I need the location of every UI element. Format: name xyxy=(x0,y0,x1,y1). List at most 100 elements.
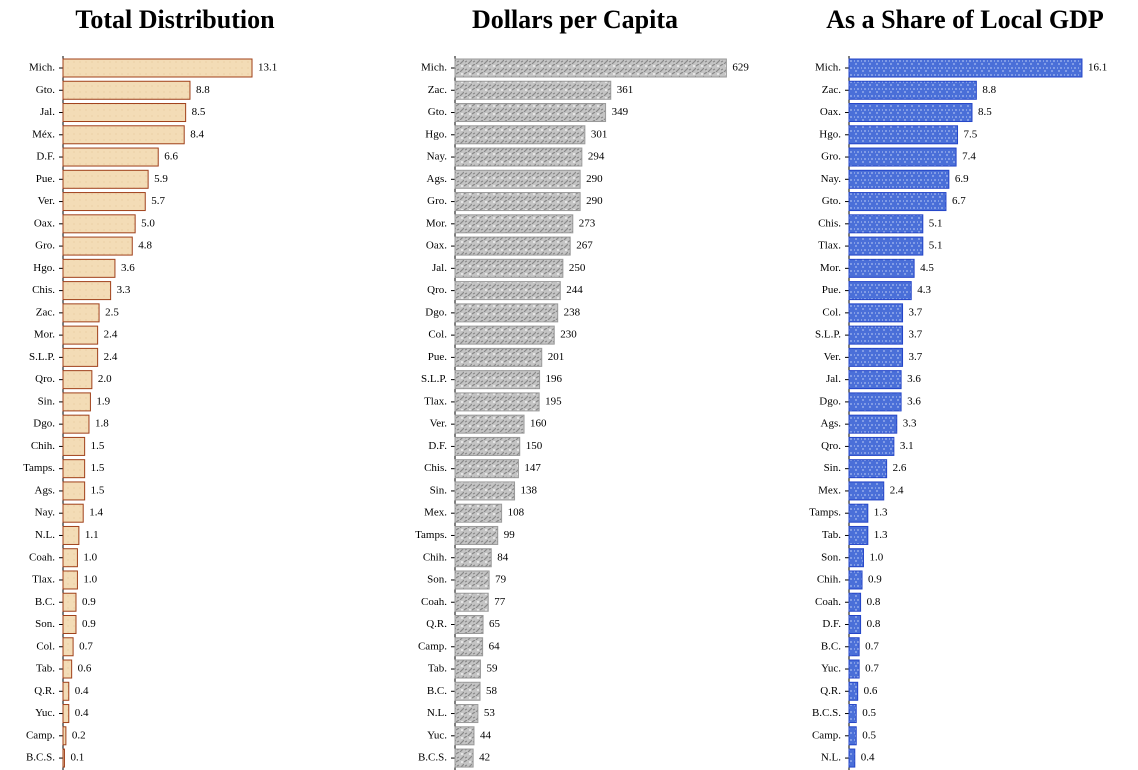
y-tick-label: Chih. xyxy=(817,574,841,586)
bar xyxy=(454,414,525,434)
bar xyxy=(848,570,863,590)
y-tick-label: Gro. xyxy=(821,151,841,163)
bar xyxy=(848,459,888,479)
bar xyxy=(848,58,1083,78)
bar xyxy=(62,392,91,412)
value-label: 147 xyxy=(524,462,541,474)
bar xyxy=(848,169,950,189)
bar xyxy=(848,258,915,278)
value-label: 361 xyxy=(617,84,634,96)
bar xyxy=(848,147,957,167)
bar xyxy=(62,303,100,323)
y-tick-label: Chis. xyxy=(424,462,447,474)
y-tick-label: Tlax. xyxy=(32,574,55,586)
bar xyxy=(848,325,904,345)
value-label: 5.9 xyxy=(154,173,168,185)
bar xyxy=(62,325,99,345)
bar xyxy=(848,214,924,234)
value-label: 4.8 xyxy=(138,240,152,252)
value-label: 1.0 xyxy=(83,551,97,563)
y-tick-label: Nay. xyxy=(35,507,56,519)
value-label: 201 xyxy=(548,351,565,363)
value-label: 230 xyxy=(560,329,577,341)
value-label: 0.7 xyxy=(865,640,879,652)
bar xyxy=(454,615,484,634)
value-label: 77 xyxy=(494,596,506,608)
y-tick-label: Tab. xyxy=(36,663,55,675)
value-label: 53 xyxy=(484,707,496,719)
value-label: 1.5 xyxy=(91,484,105,496)
y-tick-label: Chis. xyxy=(32,284,55,296)
y-tick-label: Ags. xyxy=(821,418,842,430)
bar xyxy=(62,370,93,390)
bar xyxy=(62,503,84,523)
y-tick-label: Coah. xyxy=(29,551,55,563)
value-label: 5.0 xyxy=(141,217,155,229)
y-tick-label: Mich. xyxy=(815,62,841,74)
bar xyxy=(62,659,73,679)
bar xyxy=(62,125,185,145)
value-label: 13.1 xyxy=(258,62,277,74)
bar xyxy=(454,681,481,701)
value-label: 0.7 xyxy=(865,663,879,675)
value-label: 1.9 xyxy=(96,395,110,407)
bar xyxy=(62,236,133,256)
bar xyxy=(848,481,885,501)
bar xyxy=(454,147,583,167)
y-tick-label: Yuc. xyxy=(35,707,55,719)
y-tick-label: Ver. xyxy=(38,195,56,207)
bar xyxy=(454,325,555,345)
y-tick-label: Mich. xyxy=(29,62,55,74)
value-label: 0.4 xyxy=(75,707,89,719)
value-label: 8.8 xyxy=(196,84,210,96)
bar xyxy=(848,125,959,145)
y-tick-label: Oax. xyxy=(820,106,841,118)
bar xyxy=(62,615,77,634)
y-tick-label: B.C.S. xyxy=(418,752,447,764)
y-tick-label: B.C.S. xyxy=(26,752,55,764)
value-label: 3.7 xyxy=(909,306,923,318)
bar xyxy=(62,704,70,724)
y-tick-label: Oax. xyxy=(426,240,447,252)
y-tick-label: Gro. xyxy=(427,195,447,207)
value-label: 238 xyxy=(564,306,581,318)
y-tick-label: D.F. xyxy=(428,440,447,452)
bar xyxy=(848,436,895,456)
value-label: 108 xyxy=(508,507,525,519)
y-tick-label: N.L. xyxy=(35,529,55,541)
bar xyxy=(848,392,902,412)
y-tick-label: Ver. xyxy=(430,418,448,430)
y-tick-label: Hgo. xyxy=(425,128,447,140)
value-label: 1.3 xyxy=(874,507,888,519)
bar xyxy=(62,414,90,434)
value-label: 1.5 xyxy=(91,440,105,452)
y-tick-label: Ags. xyxy=(35,484,56,496)
value-label: 5.1 xyxy=(929,217,943,229)
value-label: 7.4 xyxy=(962,151,976,163)
y-tick-label: Q.R. xyxy=(820,685,841,697)
bar xyxy=(62,80,191,100)
bar xyxy=(62,681,70,701)
y-tick-label: Qro. xyxy=(35,373,55,385)
bar xyxy=(454,103,607,123)
value-label: 2.4 xyxy=(890,484,904,496)
bar xyxy=(454,659,481,679)
bar xyxy=(848,525,869,545)
value-label: 2.6 xyxy=(893,462,907,474)
y-tick-label: Pue. xyxy=(428,351,448,363)
y-tick-label: Mex. xyxy=(818,484,841,496)
bar xyxy=(454,548,492,568)
value-label: 8.5 xyxy=(192,106,206,118)
value-label: 0.2 xyxy=(72,729,86,741)
value-label: 42 xyxy=(479,752,490,764)
y-tick-label: S.L.P. xyxy=(421,373,447,385)
bar xyxy=(62,570,78,590)
value-label: 0.7 xyxy=(79,640,93,652)
bar xyxy=(454,570,490,590)
bar xyxy=(62,214,136,234)
y-tick-label: Yuc. xyxy=(427,729,447,741)
bar xyxy=(454,258,564,278)
value-label: 294 xyxy=(588,151,605,163)
value-label: 3.6 xyxy=(907,373,921,385)
value-label: 250 xyxy=(569,262,586,274)
